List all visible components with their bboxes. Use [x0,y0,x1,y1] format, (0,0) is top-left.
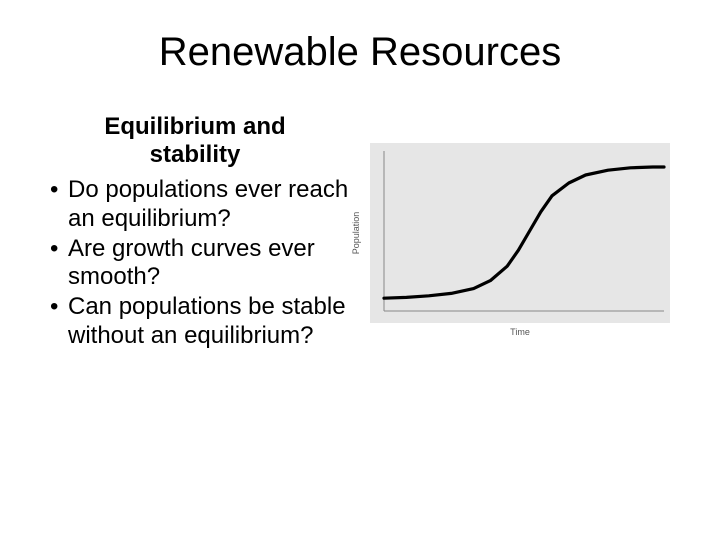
slide: Renewable Resources Equilibrium and stab… [0,0,720,540]
chart-column: Population Time [370,113,680,323]
list-item: Do populations ever reach an equilibrium… [40,176,350,233]
subheading: Equilibrium and stability [40,113,350,168]
slide-title: Renewable Resources [40,30,680,75]
text-column: Equilibrium and stability Do populations… [40,113,350,352]
bullet-list: Do populations ever reach an equilibrium… [40,176,350,350]
population-chart: Population Time [370,143,670,323]
list-item: Can populations be stable without an equ… [40,293,350,350]
slide-body: Equilibrium and stability Do populations… [40,113,680,352]
chart-x-axis-label: Time [510,327,530,337]
subheading-line2: stability [150,141,241,168]
chart-svg [370,143,670,323]
list-item: Are growth curves ever smooth? [40,235,350,292]
subheading-line1: Equilibrium and [104,113,285,140]
chart-y-axis-label: Population [351,212,361,255]
